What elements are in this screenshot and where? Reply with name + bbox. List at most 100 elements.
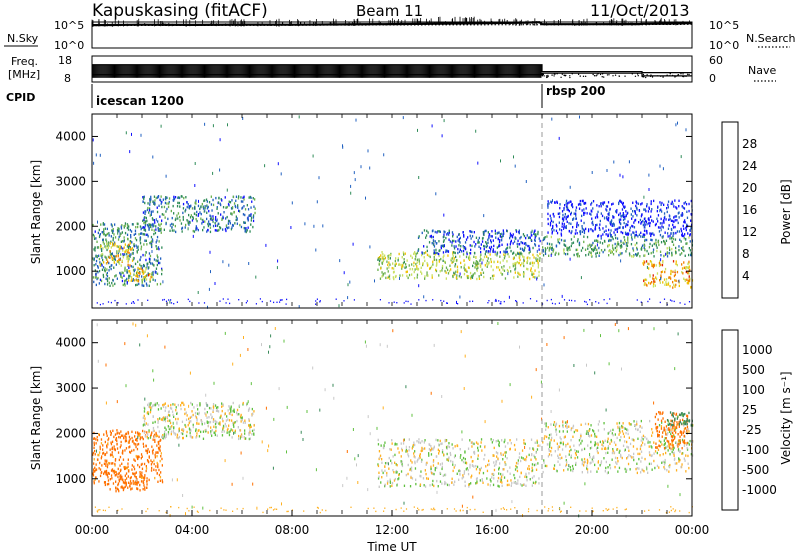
power-cell — [132, 252, 134, 255]
velocity-cell — [134, 474, 136, 478]
power-sparse-cell — [443, 213, 445, 217]
velocity-cell — [169, 421, 172, 425]
power-cell — [130, 265, 132, 268]
power-near-cell — [499, 302, 501, 305]
power-cell — [222, 228, 224, 231]
power-cell — [426, 249, 428, 253]
power-cell — [670, 219, 673, 222]
power-cell — [219, 226, 222, 230]
velocity-cell — [482, 471, 485, 475]
power-cell — [517, 239, 519, 242]
velocity-cell — [160, 471, 162, 474]
power-cell — [393, 277, 395, 281]
power-cell — [525, 242, 527, 245]
velocity-cell — [207, 421, 209, 424]
velocity-cell — [224, 412, 226, 415]
power-cell — [112, 236, 114, 240]
power-cell — [453, 245, 455, 248]
velocity-cell — [389, 478, 391, 481]
velocity-cell — [436, 479, 438, 483]
velocity-cell — [476, 465, 479, 469]
power-cell — [570, 200, 572, 203]
power-cell — [177, 201, 179, 205]
power-cell — [624, 238, 626, 242]
velocity-cell — [195, 436, 197, 439]
velocity-cell — [107, 476, 109, 479]
power-cell — [664, 267, 667, 271]
velocity-cell — [133, 448, 135, 452]
velocity-cell — [194, 411, 197, 415]
power-cell — [687, 262, 689, 265]
power-cell — [652, 277, 654, 280]
power-cell — [512, 264, 514, 268]
power-cell — [602, 233, 604, 236]
power-cell — [485, 229, 487, 233]
power-cell — [672, 219, 674, 223]
velocity-cell — [127, 470, 130, 473]
velocity-cell — [233, 408, 235, 411]
power-cell — [539, 259, 541, 262]
power-cell — [534, 238, 536, 242]
power-cell — [468, 255, 471, 258]
power-cell — [530, 267, 532, 270]
velocity-cell — [215, 406, 218, 409]
velocity-region-1 — [104, 469, 148, 493]
velocity-cell — [416, 460, 418, 463]
power-cell — [690, 286, 692, 289]
power-sparse-cell — [514, 164, 516, 168]
power-cell — [517, 271, 519, 275]
power-cell — [178, 201, 180, 205]
velocity-cell — [146, 436, 148, 439]
velocity-cell — [243, 435, 245, 439]
velocity-cell — [161, 418, 163, 421]
power-cell — [226, 205, 228, 209]
power-cell — [151, 223, 153, 227]
velocity-cell — [215, 409, 218, 412]
power-cell — [575, 206, 578, 209]
velocity-cell — [135, 482, 137, 486]
velocity-cell — [137, 431, 139, 434]
velocity-cell — [125, 477, 128, 480]
power-cell — [105, 240, 108, 243]
power-cell — [115, 255, 117, 258]
power-cell — [516, 245, 519, 248]
power-cell — [675, 250, 677, 254]
power-cell — [431, 242, 433, 245]
power-cell — [411, 256, 413, 259]
power-cell — [651, 238, 653, 242]
power-cell — [432, 263, 434, 266]
power-cell — [225, 217, 227, 220]
power-cell — [635, 206, 638, 210]
power-cell — [134, 279, 136, 282]
power-cell — [622, 205, 625, 208]
velocity-cell — [138, 435, 140, 438]
power-cell — [636, 201, 638, 205]
power-cell — [501, 235, 503, 239]
power-cell — [575, 217, 577, 220]
power-cell — [480, 271, 482, 275]
power-sparse-cell — [350, 191, 352, 195]
velocity-cell — [98, 433, 100, 437]
power-cell — [496, 246, 498, 249]
power-cell — [401, 256, 403, 259]
velocity-cell — [164, 430, 166, 434]
power-cell — [598, 251, 601, 255]
power-cell — [573, 235, 575, 238]
power-cell — [681, 263, 683, 266]
power-cell — [642, 219, 644, 223]
power-cell — [486, 259, 489, 263]
power-cell — [668, 252, 670, 255]
power-cell — [132, 279, 134, 282]
power-cell — [153, 229, 155, 232]
power-cell — [416, 265, 418, 268]
power-cell — [561, 225, 563, 228]
power-near-cell — [649, 298, 651, 300]
power-cell — [127, 251, 129, 254]
power-cell — [577, 238, 579, 241]
power-cell — [684, 219, 686, 222]
power-cell — [92, 276, 95, 279]
power-cell — [441, 264, 444, 268]
power-cell — [200, 205, 202, 208]
power-cell — [679, 238, 681, 241]
power-cell — [543, 237, 545, 240]
